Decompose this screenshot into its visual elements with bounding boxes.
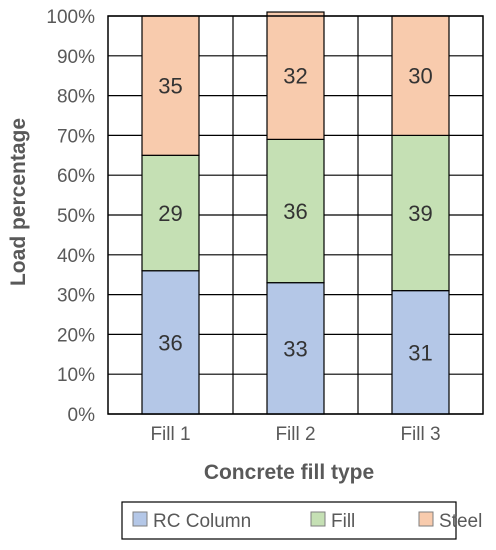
bar-segment [391,134,450,292]
x-tick-label: Fill 3 [400,424,440,445]
bar-segment [141,154,200,272]
x-axis-ticks: Fill 1 Fill 2 Fill 3 [150,424,440,445]
y-axis-ticks: 0% 10% 20% 30% 40% 50% 60% 70% 80% 90% 100% [46,7,95,426]
bar-segment [266,11,325,140]
bar-segment [141,270,200,415]
data-label: 30 [408,64,432,89]
data-label: 36 [158,330,182,355]
plot-frame [107,15,484,415]
legend-entry: Steel [439,511,482,532]
y-tick-label: 100% [46,7,95,28]
x-tick-label: Fill 1 [150,424,190,445]
legend-entry: Fill [331,511,355,532]
y-tick-label: 60% [57,166,95,187]
data-label: 36 [283,199,307,224]
bar-segment [391,290,450,415]
data-label: 29 [158,201,182,226]
y-tick-label: 90% [57,47,95,68]
legend-swatch [418,511,434,527]
data-label: 35 [158,74,182,99]
legend-box [121,501,457,540]
y-tick-label: 80% [57,87,95,108]
y-tick-label: 50% [57,206,95,227]
legend-swatch [310,511,326,527]
y-tick-label: 70% [57,126,95,147]
data-label: 33 [283,336,307,361]
bars: 36 29 35 33 36 32 31 39 30 [141,11,450,415]
y-tick-label: 30% [57,286,95,307]
data-label: 39 [408,201,432,226]
y-tick-label: 20% [57,325,95,346]
bar-segment [141,15,200,156]
y-tick-label: 10% [57,365,95,386]
bar-segment [266,138,325,284]
data-label: 32 [283,64,307,89]
bar-segment [391,15,450,137]
legend: RC Column Fill Steel [121,501,482,540]
data-label: 31 [408,340,432,365]
y-tick-label: 0% [68,405,96,426]
y-tick-label: 40% [57,246,95,267]
legend-swatch [132,511,148,527]
legend-entry: RC Column [153,511,251,532]
x-axis-label: Concrete fill type [204,461,374,484]
x-tick-label: Fill 2 [275,424,315,445]
y-axis-label: Load percentage [7,118,30,286]
